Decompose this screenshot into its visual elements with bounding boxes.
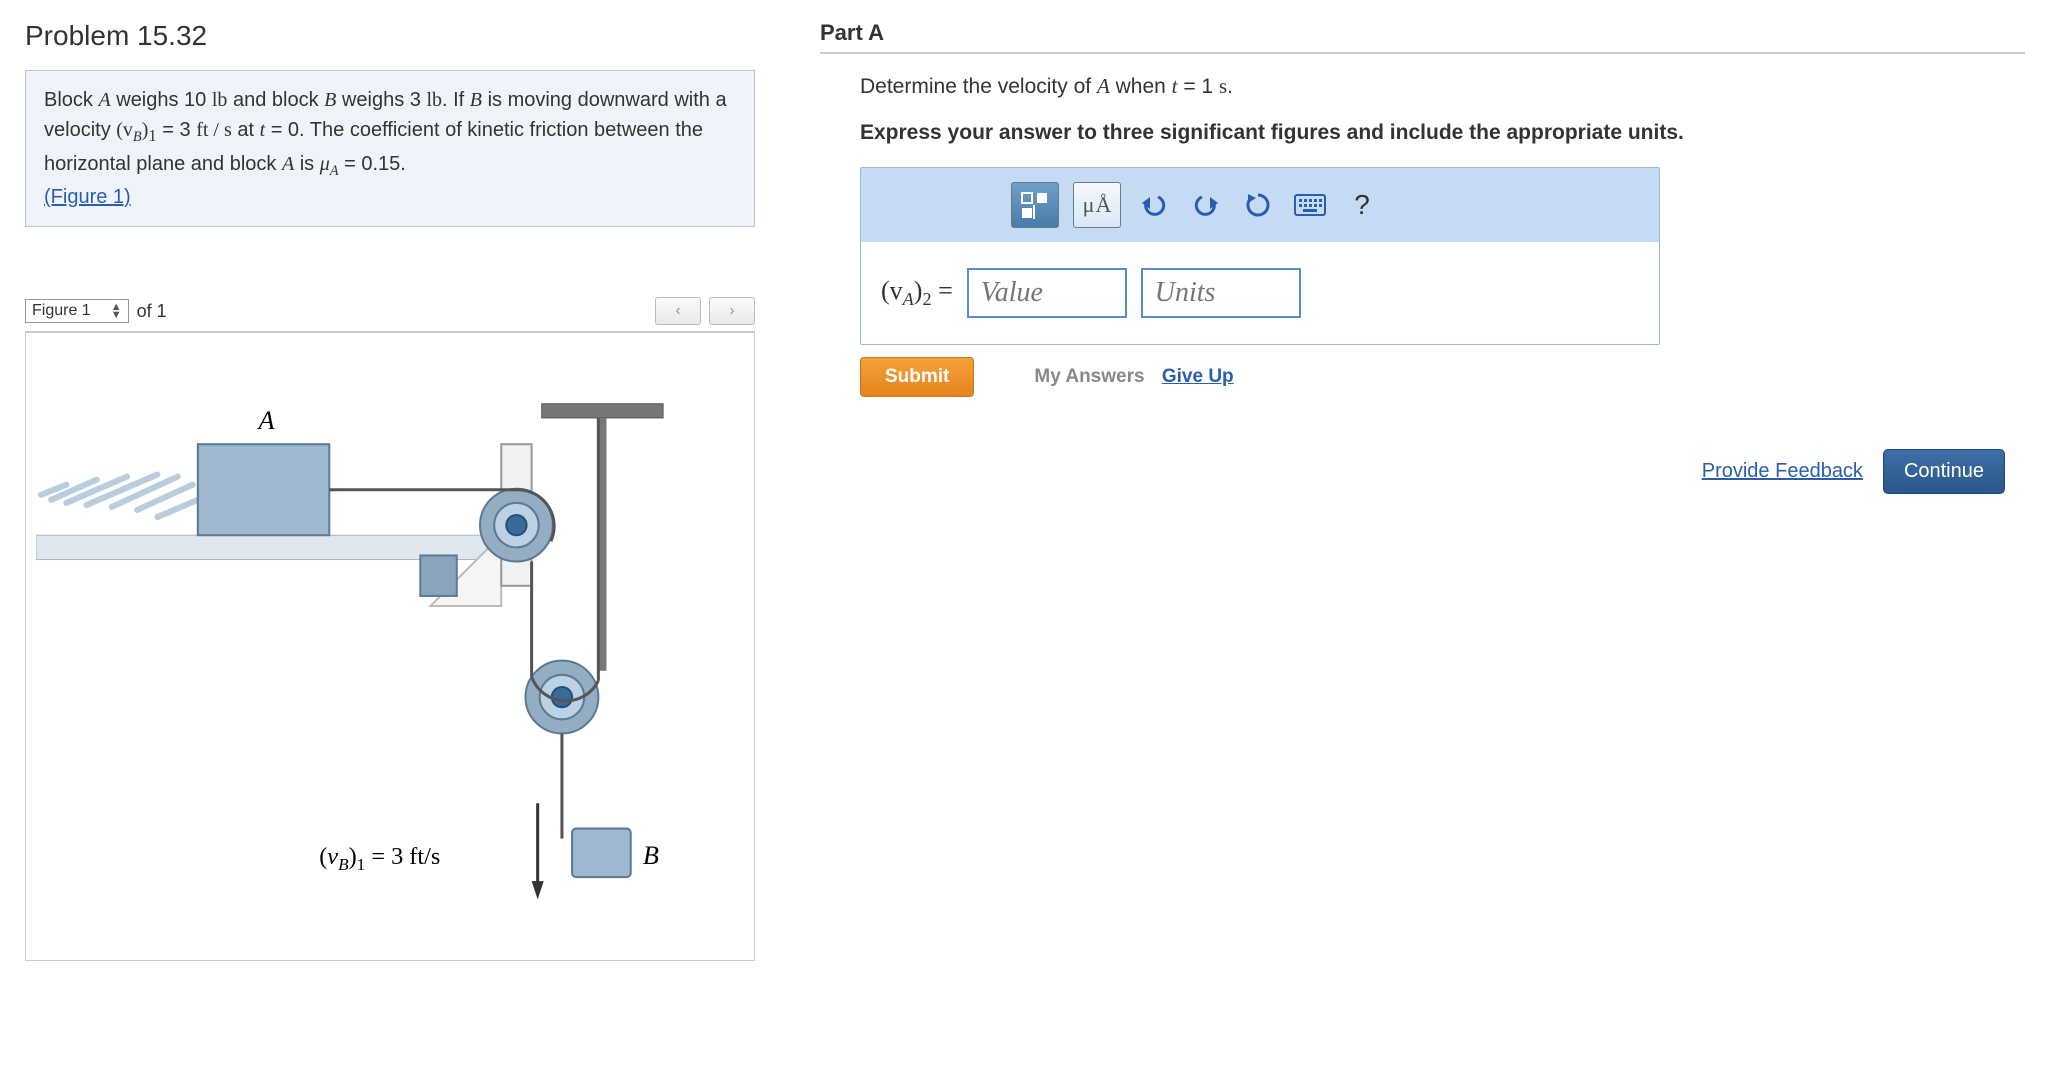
- my-answers-link[interactable]: My Answers: [1034, 366, 1144, 387]
- figure-prev-button[interactable]: ‹: [655, 297, 701, 325]
- block-b-label: B: [643, 841, 659, 870]
- give-up-link[interactable]: Give Up: [1162, 366, 1234, 387]
- stepper-icon: ▲▼: [111, 303, 122, 319]
- figure-header: Figure 1 ▲▼ of 1 ‹ ›: [25, 297, 755, 325]
- keyboard-button[interactable]: [1291, 187, 1329, 223]
- bottom-row: Provide Feedback Continue: [860, 449, 2025, 494]
- left-panel: Problem 15.32 Block A weighs 10 lb and b…: [0, 0, 780, 1082]
- answer-input-row: (vA)2 =: [861, 242, 1659, 344]
- problem-text: Block A weighs 10 lb and block B weighs …: [44, 89, 727, 175]
- answer-toolbar: μÅ ?: [861, 168, 1659, 242]
- answer-panel: μÅ ? (vA)2 =: [860, 167, 1660, 345]
- reset-button[interactable]: [1239, 187, 1277, 223]
- part-divider: [820, 52, 2025, 54]
- figure-selector-label: Figure 1: [32, 302, 91, 320]
- answer-variable: (vA)2 =: [881, 276, 953, 310]
- answer-links: My Answers Give Up: [1034, 366, 1233, 388]
- instruction-text: Express your answer to three significant…: [860, 121, 2025, 145]
- figure-container: A B: [25, 331, 755, 961]
- value-input[interactable]: [967, 268, 1127, 318]
- redo-button[interactable]: [1187, 187, 1225, 223]
- figure-next-button[interactable]: ›: [709, 297, 755, 325]
- action-row: Submit My Answers Give Up: [860, 357, 1660, 397]
- part-a-label: Part A: [820, 20, 2025, 46]
- figure-link[interactable]: (Figure 1): [44, 186, 131, 208]
- question-text: Determine the velocity of A when t = 1 s…: [860, 74, 2025, 99]
- submit-button[interactable]: Submit: [860, 357, 974, 397]
- block-a-label: A: [257, 406, 276, 435]
- figure-count: of 1: [137, 301, 167, 322]
- figure-diagram: A B: [36, 343, 744, 950]
- right-panel: Part A Determine the velocity of A when …: [780, 0, 2050, 1082]
- template-tool-button[interactable]: [1011, 182, 1059, 228]
- figure-selector[interactable]: Figure 1 ▲▼: [25, 299, 129, 323]
- undo-button[interactable]: [1135, 187, 1173, 223]
- help-button[interactable]: ?: [1343, 187, 1381, 223]
- problem-title: Problem 15.32: [25, 20, 755, 52]
- units-input[interactable]: [1141, 268, 1301, 318]
- units-tool-button[interactable]: μÅ: [1073, 182, 1121, 228]
- provide-feedback-link[interactable]: Provide Feedback: [1702, 460, 1863, 483]
- problem-statement-box: Block A weighs 10 lb and block B weighs …: [25, 70, 755, 227]
- continue-button[interactable]: Continue: [1883, 449, 2005, 494]
- svg-text:(vB)1 = 3 ft/s: (vB)1 = 3 ft/s: [319, 843, 440, 874]
